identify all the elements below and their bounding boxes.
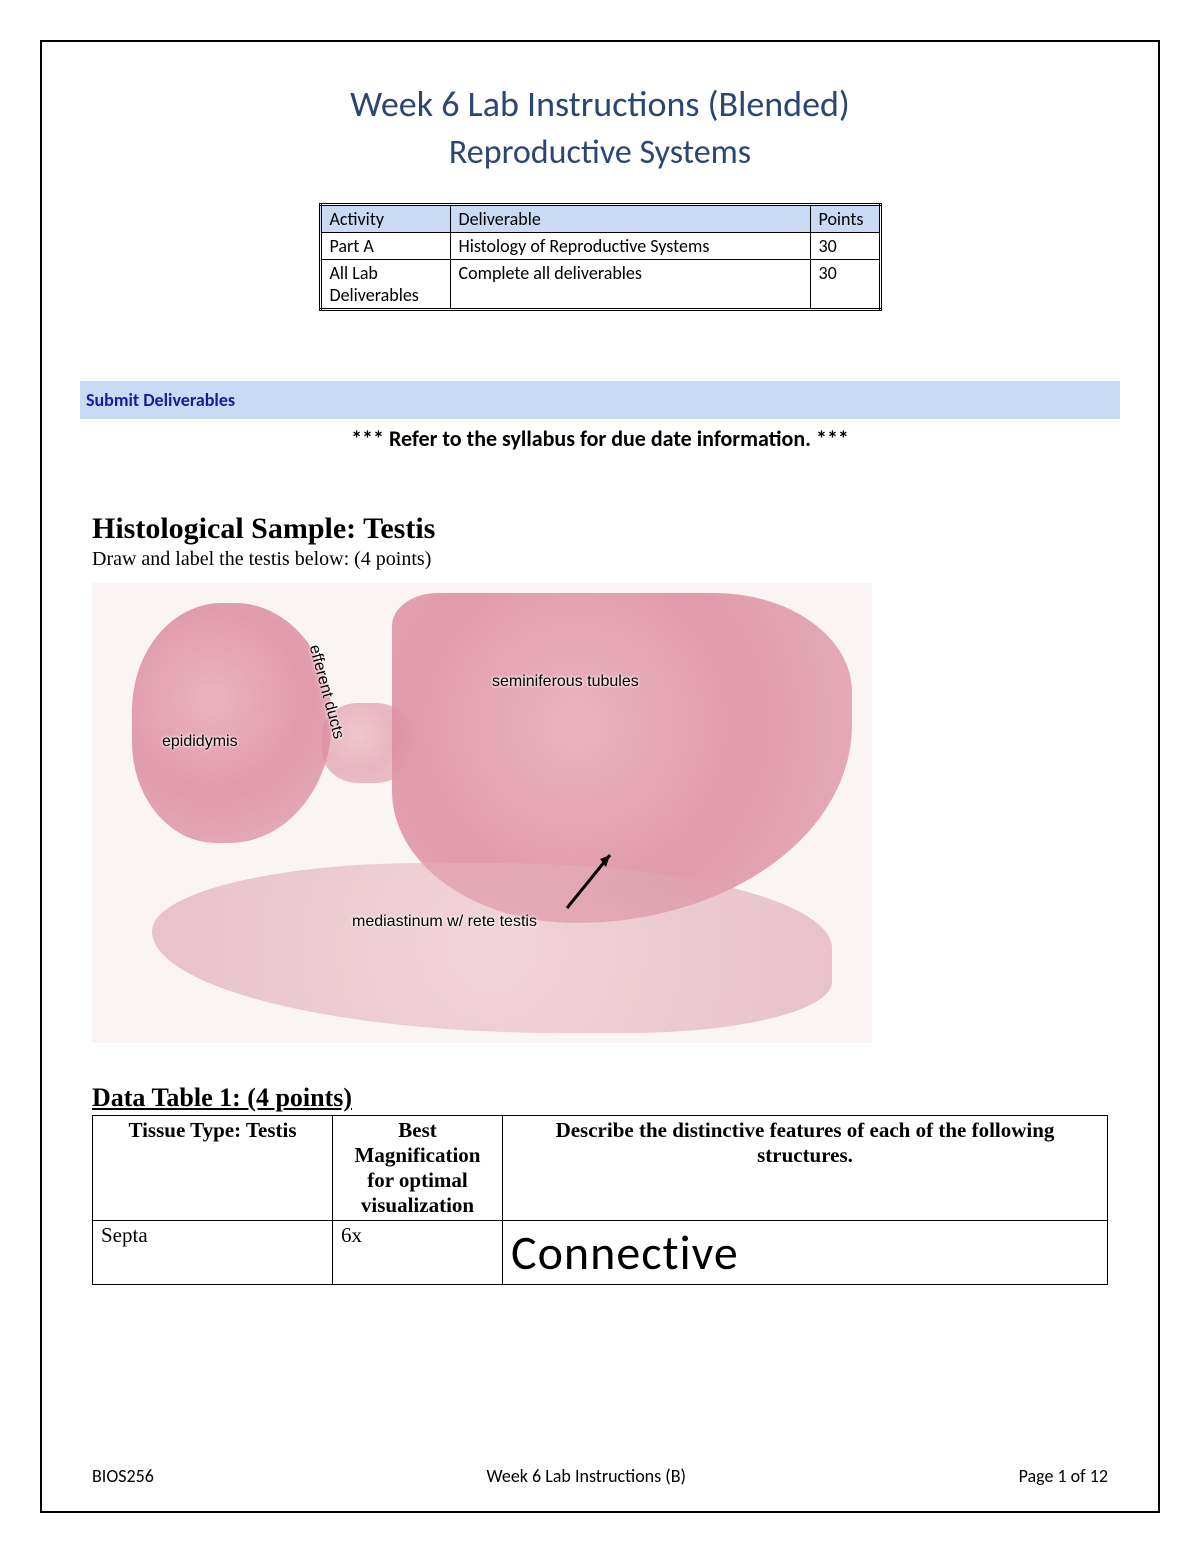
- col-description: Describe the distinctive features of eac…: [503, 1116, 1108, 1221]
- cell-points: 30: [810, 260, 880, 310]
- col-magnification: Best Magnification for optimal visualiza…: [333, 1116, 503, 1221]
- doc-title: Week 6 Lab Instructions (Blended): [92, 82, 1108, 126]
- footer-page: Page 1 of 12: [1019, 1465, 1108, 1487]
- data-table-1: Tissue Type: Testis Best Magnification f…: [92, 1115, 1108, 1285]
- data-table-heading: Data Table 1: (4 points): [92, 1083, 1108, 1113]
- cell-activity: Part A: [320, 233, 450, 260]
- col-activity: Activity: [320, 205, 450, 233]
- cell-structure: Septa: [93, 1221, 333, 1285]
- page: Week 6 Lab Instructions (Blended) Reprod…: [0, 0, 1200, 1553]
- doc-subtitle: Reproductive Systems: [92, 132, 1108, 173]
- tissue-lower: [152, 863, 832, 1033]
- label-mediastinum: mediastinum w/ rete testis: [352, 913, 537, 931]
- cell-points: 30: [810, 233, 880, 260]
- table-header-row: Tissue Type: Testis Best Magnification f…: [93, 1116, 1108, 1221]
- tissue-epididymis: [132, 603, 332, 843]
- table-row: All Lab Deliverables Complete all delive…: [320, 260, 880, 310]
- cell-activity: All Lab Deliverables: [320, 260, 450, 310]
- syllabus-note: *** Refer to the syllabus for due date i…: [92, 425, 1108, 452]
- cell-description: Connective: [503, 1221, 1108, 1285]
- col-deliverable: Deliverable: [450, 205, 810, 233]
- cell-magnification: 6x: [333, 1221, 503, 1285]
- table-header-row: Activity Deliverable Points: [320, 205, 880, 233]
- table-row: Septa 6x Connective: [93, 1221, 1108, 1285]
- section-instruction: Draw and label the testis below: (4 poin…: [92, 548, 1108, 571]
- footer-title: Week 6 Lab Instructions (B): [487, 1465, 686, 1487]
- submit-deliverables-bar[interactable]: Submit Deliverables: [80, 381, 1120, 419]
- col-tissue-type: Tissue Type: Testis: [93, 1116, 333, 1221]
- section-heading-testis: Histological Sample: Testis: [92, 512, 1108, 546]
- description-text: Connective: [511, 1223, 739, 1282]
- col-points: Points: [810, 205, 880, 233]
- label-seminiferous: seminiferous tubules: [492, 673, 639, 691]
- cell-deliverable: Complete all deliverables: [450, 260, 810, 310]
- activity-table: Activity Deliverable Points Part A Histo…: [319, 203, 882, 311]
- label-epididymis: epididymis: [162, 733, 238, 751]
- histology-image: epididymis efferent ducts seminiferous t…: [92, 583, 872, 1043]
- table-row: Part A Histology of Reproductive Systems…: [320, 233, 880, 260]
- arrow-icon: [562, 843, 622, 913]
- cell-deliverable: Histology of Reproductive Systems: [450, 233, 810, 260]
- page-border: Week 6 Lab Instructions (Blended) Reprod…: [40, 40, 1160, 1513]
- page-footer: BIOS256 Week 6 Lab Instructions (B) Page…: [92, 1465, 1108, 1487]
- footer-course: BIOS256: [92, 1465, 154, 1487]
